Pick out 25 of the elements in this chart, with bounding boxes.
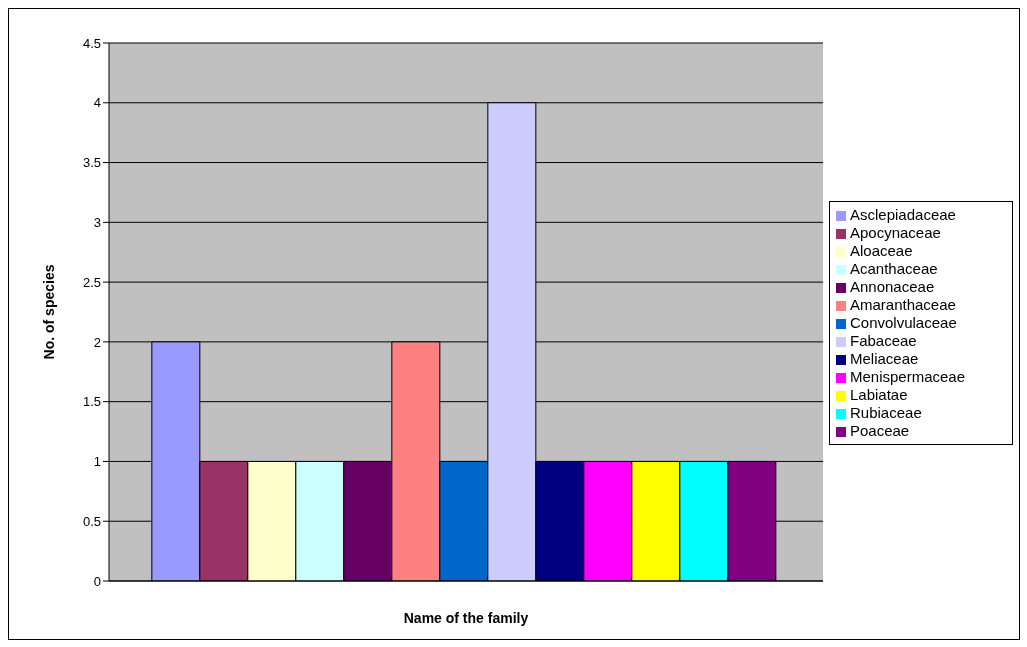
- legend-label: Convolvulaceae: [850, 314, 957, 331]
- y-tick-label: 0: [93, 573, 101, 589]
- legend-label: Amaranthaceae: [850, 296, 956, 313]
- y-tick-label: 1.5: [82, 394, 101, 410]
- y-tick-label: 2: [93, 334, 101, 350]
- legend-label: Fabaceae: [850, 332, 917, 349]
- y-tick-label: 3.5: [82, 155, 101, 171]
- y-tick-label: 1: [93, 454, 101, 470]
- legend-label: Apocynaceae: [850, 224, 941, 241]
- legend-label: Labiatae: [850, 386, 908, 403]
- legend-label: Menispermaceae: [850, 368, 966, 385]
- y-axis-title: No. of species: [40, 264, 57, 360]
- legend-label: Acanthaceae: [850, 260, 938, 277]
- legend-label: Asclepiadaceae: [850, 206, 956, 223]
- legend-label: Aloaceae: [850, 242, 913, 259]
- y-tick-label: 0.5: [82, 513, 101, 529]
- legend-label: Annonaceae: [850, 278, 935, 295]
- y-tick-label: 4.5: [82, 35, 101, 51]
- y-tick-label: 4: [93, 95, 101, 111]
- legend-label: Rubiaceae: [850, 404, 922, 421]
- legend-label: Poaceae: [850, 422, 910, 439]
- legend-label: Meliaceae: [850, 350, 919, 367]
- y-tick-label: 3: [93, 214, 101, 230]
- x-axis-title: Name of the family: [403, 610, 529, 626]
- y-tick-label: 2.5: [82, 274, 101, 290]
